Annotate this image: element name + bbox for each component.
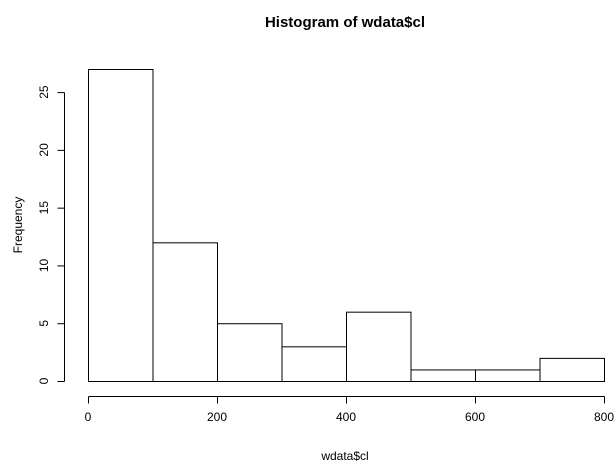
histogram-bar xyxy=(475,369,541,383)
histogram-bar xyxy=(88,69,154,382)
y-tick-label: 0 xyxy=(37,377,51,384)
y-axis-label: Frequency xyxy=(11,197,25,254)
y-axis: 0 5 10 15 20 25 xyxy=(37,85,65,384)
x-tick-label: 600 xyxy=(465,410,485,424)
x-tick-label: 200 xyxy=(207,410,227,424)
histogram-bar xyxy=(152,242,218,382)
y-tick-label: 5 xyxy=(37,320,51,327)
histogram-bar xyxy=(539,357,605,382)
x-axis: 0 200 400 600 800 xyxy=(85,396,614,424)
y-tick-label: 10 xyxy=(37,258,51,272)
x-axis-label: wdata$cl xyxy=(320,449,368,461)
bars-group xyxy=(88,69,605,383)
chart-title: Histogram of wdata$cl xyxy=(265,14,425,31)
y-tick-label: 15 xyxy=(37,201,51,215)
histogram-bar xyxy=(281,346,347,383)
y-tick-label: 25 xyxy=(37,85,51,99)
y-tick-label: 20 xyxy=(37,143,51,157)
histogram-bar xyxy=(217,323,283,383)
x-tick-label: 0 xyxy=(85,410,92,424)
x-tick-label: 400 xyxy=(336,410,356,424)
histogram-bar xyxy=(346,311,412,382)
histogram-bar xyxy=(410,369,476,383)
x-tick-label: 800 xyxy=(594,410,614,424)
